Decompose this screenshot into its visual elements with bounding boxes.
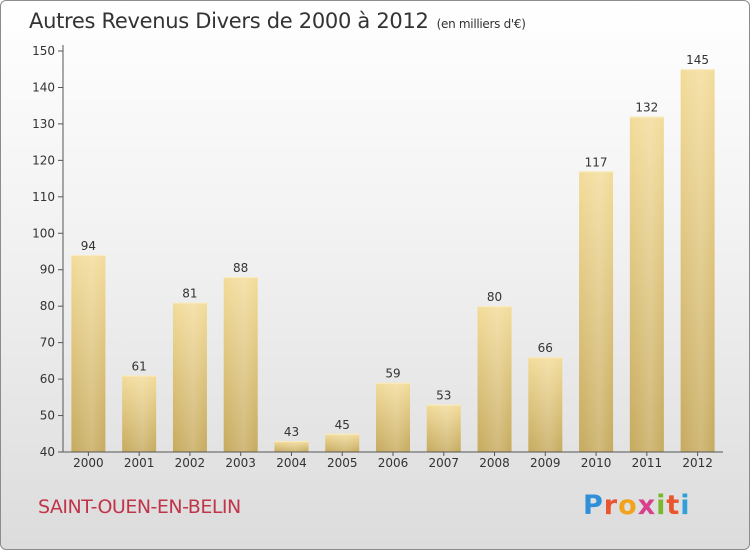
y-tick-label: 100	[32, 226, 55, 240]
x-tick-label: 2002	[175, 456, 206, 470]
data-label: 117	[585, 155, 608, 169]
x-tick-label: 2000	[73, 456, 104, 470]
bar-highlight	[528, 357, 563, 452]
logo-letter: t	[666, 490, 681, 521]
bar-highlight	[680, 69, 715, 453]
data-label: 59	[385, 367, 400, 381]
bar-highlight	[376, 382, 410, 452]
bar-highlight	[71, 255, 106, 452]
data-label: 61	[132, 359, 147, 373]
y-tick-label: 60	[40, 372, 55, 386]
x-tick-label: 2012	[682, 456, 713, 470]
y-tick-label: 130	[32, 117, 55, 131]
bar-highlight	[325, 433, 360, 452]
data-label: 45	[335, 418, 350, 432]
bar-highlight	[172, 302, 207, 452]
commune-name: SAINT-OUEN-EN-BELIN	[38, 496, 241, 518]
bar-highlight	[579, 171, 614, 453]
x-tick-label: 2009	[530, 456, 561, 470]
x-tick-label: 2006	[378, 456, 409, 470]
logo-letter: P	[583, 490, 604, 521]
data-label: 145	[686, 53, 709, 67]
bar-highlight	[426, 404, 461, 452]
x-tick-label: 2005	[327, 456, 358, 470]
axes-group: 40 50 60 70 80 90 100 110 120 130 140 150 2000 2001 20…	[32, 44, 723, 470]
x-tick-label: 2010	[581, 456, 612, 470]
logo-letter: i	[656, 490, 667, 521]
bar-highlight	[477, 306, 512, 452]
bar-highlight	[122, 375, 157, 452]
y-tick-label: 90	[40, 263, 55, 277]
chart-title-text: Autres Revenus Divers de 2000 à 2012	[29, 9, 429, 33]
data-label: 132	[635, 101, 658, 115]
bar-highlight	[223, 277, 258, 452]
y-tick-label: 50	[40, 409, 55, 423]
chart-unit: (en milliers d'€)	[436, 17, 526, 31]
data-label: 88	[233, 261, 248, 275]
y-tick-label: 110	[32, 190, 55, 204]
data-label: 43	[284, 425, 299, 439]
x-tick-label: 2003	[225, 456, 256, 470]
bar-highlight	[629, 116, 664, 453]
chart-title: Autres Revenus Divers de 2000 à 2012 (en …	[29, 9, 526, 33]
data-label: 66	[538, 341, 553, 355]
y-tick-label: 70	[40, 336, 55, 350]
proxiti-logo: Proxiti	[583, 490, 691, 521]
logo-letter: x	[637, 490, 657, 521]
y-tick-label: 80	[40, 299, 55, 313]
data-label: 94	[81, 239, 96, 253]
y-tick-label: 120	[32, 153, 55, 167]
bar-highlight	[274, 441, 309, 452]
x-tick-label: 2008	[479, 456, 510, 470]
x-tick-label: 2004	[276, 456, 307, 470]
data-label: 53	[436, 389, 451, 403]
bars-group: 94 61 81 88 43 45 59 53 80 66 117 132 145	[71, 53, 715, 453]
logo-letter: o	[618, 490, 638, 521]
data-label: 80	[487, 290, 502, 304]
y-tick-label: 140	[32, 80, 55, 94]
y-tick-label: 40	[40, 445, 55, 459]
x-tick-label: 2007	[428, 456, 459, 470]
logo-letter: r	[603, 490, 619, 521]
data-label: 81	[182, 287, 197, 301]
logo-letter: i	[680, 490, 691, 521]
x-tick-label: 2011	[632, 456, 663, 470]
y-tick-label: 150	[32, 44, 55, 58]
x-tick-label: 2001	[124, 456, 155, 470]
